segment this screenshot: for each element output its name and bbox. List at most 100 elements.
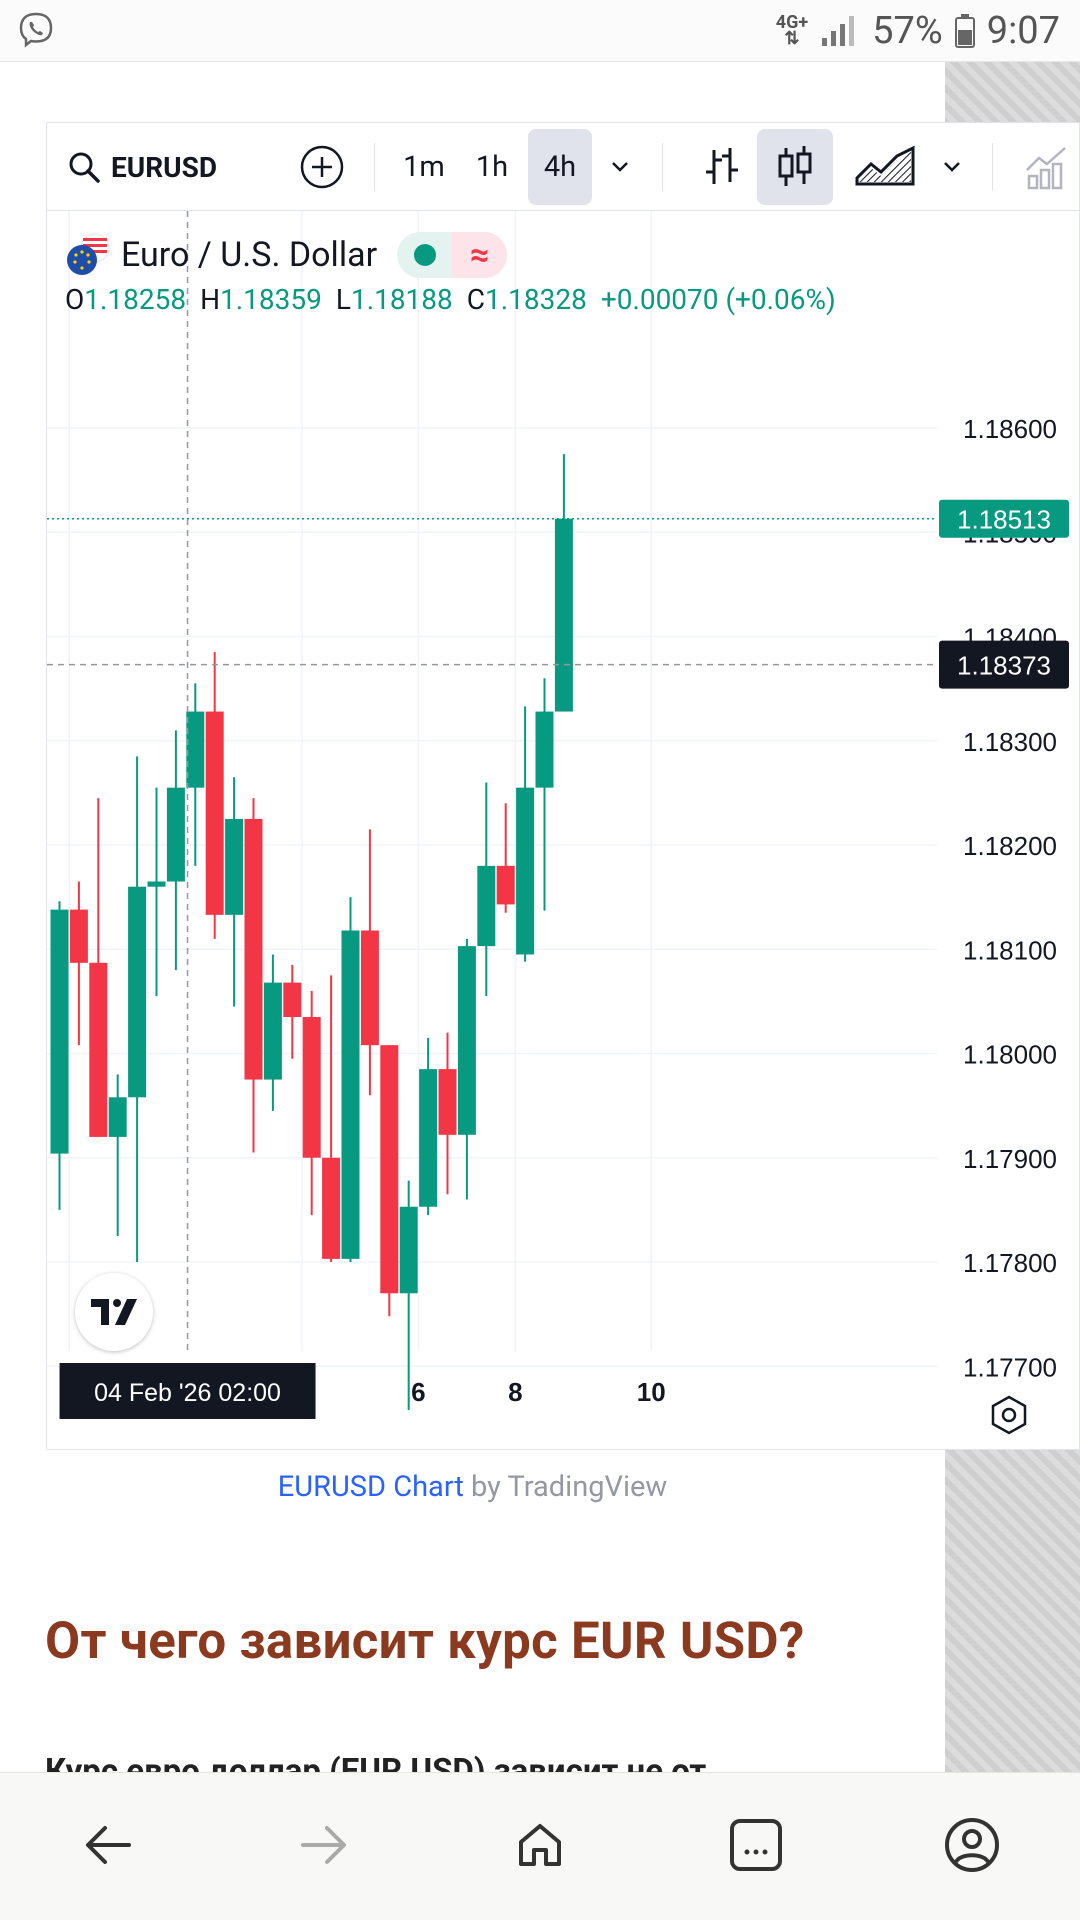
ohlc-values: O1.18258 H1.18359 L1.18188 C1.18328 +0.0… xyxy=(65,283,836,316)
candle-body xyxy=(147,881,166,887)
ohlc-bars-icon xyxy=(706,148,738,184)
symbol-search[interactable]: EURUSD xyxy=(67,123,257,211)
home-icon xyxy=(519,1824,561,1866)
y-axis-tick-label: 1.18100 xyxy=(963,935,1057,965)
article-paragraph: Курс евро доллар (EUR USD) зависит не от xyxy=(45,1752,707,1774)
bar-chart-type-button[interactable] xyxy=(684,123,760,211)
tradingview-logo-button[interactable] xyxy=(75,1273,153,1351)
interval-1h[interactable]: 1h xyxy=(475,150,509,184)
y-axis-tick-label: 1.18000 xyxy=(963,1040,1057,1070)
x-axis-tick-label: 10 xyxy=(637,1377,666,1407)
candle-body xyxy=(263,982,282,1080)
candle-body xyxy=(244,818,263,1080)
caption-suffix: by TradingView xyxy=(463,1470,668,1504)
arrow-left-icon xyxy=(86,1826,131,1864)
candle-body xyxy=(380,1045,399,1294)
candle-body xyxy=(225,818,244,915)
candle-body xyxy=(438,1069,457,1135)
interval-dropdown[interactable] xyxy=(595,123,645,211)
candle-body xyxy=(302,1017,321,1158)
chart-type-dropdown[interactable] xyxy=(927,123,977,211)
article-heading: От чего зависит курс EUR USD? xyxy=(45,1612,805,1671)
chart-link[interactable]: EURUSD Chart xyxy=(277,1470,464,1504)
indicators-button[interactable] xyxy=(1017,123,1077,211)
candle-body xyxy=(108,1097,127,1137)
candle-body xyxy=(477,865,496,947)
account-icon xyxy=(945,1818,999,1872)
ohlc-close: C1.18328 xyxy=(466,283,587,316)
browser-bottom-nav xyxy=(0,1772,1080,1920)
candle-body xyxy=(360,930,379,1046)
candle-body xyxy=(50,909,69,1154)
search-icon xyxy=(69,152,100,183)
crosshair-time-badge xyxy=(59,1363,316,1419)
ohlc-high: H1.18359 xyxy=(200,283,322,316)
status-bar: 4G+ ⇅ 57% 9:07 xyxy=(0,0,1080,62)
candle-body xyxy=(283,982,302,1018)
symbol-label: EURUSD xyxy=(111,150,218,184)
chart-toolbar: EURUSD 1m 1h 4h xyxy=(47,123,1079,211)
signal-icon xyxy=(822,16,855,46)
crosshair-price-badge xyxy=(939,640,1069,689)
interval-4h[interactable]: 4h xyxy=(528,129,592,205)
tradingview-widget[interactable]: EURUSD 1m 1h 4h xyxy=(46,122,1080,1450)
last-price-badge xyxy=(939,499,1069,538)
account-button[interactable] xyxy=(932,1805,1012,1885)
area-chart-icon xyxy=(855,145,915,186)
candle-body xyxy=(341,930,360,1259)
toolbar-separator xyxy=(662,143,663,191)
home-button[interactable] xyxy=(500,1805,580,1885)
indicators-icon xyxy=(1026,147,1066,190)
approx-data-icon: ≈ xyxy=(452,232,508,278)
candle-body xyxy=(69,909,88,963)
candle-body xyxy=(554,518,573,712)
interval-1m[interactable]: 1m xyxy=(403,150,445,184)
battery-icon xyxy=(954,14,975,48)
market-open-indicator xyxy=(397,232,452,278)
tabs-button[interactable] xyxy=(716,1805,796,1885)
candle-body xyxy=(322,1157,341,1259)
candles-chart-type-button[interactable] xyxy=(757,129,833,205)
candle-body xyxy=(516,787,535,955)
clock: 9:07 xyxy=(986,9,1060,53)
forward-button[interactable] xyxy=(284,1805,364,1885)
tabs-icon xyxy=(730,1819,782,1871)
candles-icon xyxy=(778,146,812,186)
compare-add-button[interactable] xyxy=(297,123,347,211)
market-status-pill[interactable]: ≈ xyxy=(397,232,508,278)
y-axis-tick-label: 1.17900 xyxy=(963,1144,1057,1174)
candle-body xyxy=(205,711,224,915)
candle-body xyxy=(457,946,476,1135)
x-axis-tick-label: 8 xyxy=(508,1377,522,1407)
candle-body xyxy=(128,886,147,1098)
battery-percent: 57% xyxy=(872,9,943,53)
candle-body xyxy=(399,1206,418,1294)
toolbar-separator xyxy=(374,143,375,191)
chart-settings-icon[interactable] xyxy=(987,1393,1031,1437)
ohlc-low: L1.18188 xyxy=(335,283,453,316)
back-button[interactable] xyxy=(68,1805,148,1885)
candle-body xyxy=(535,711,554,788)
crosshair-price-label: 1.18373 xyxy=(957,651,1051,681)
candle-body xyxy=(166,787,185,882)
candle-body xyxy=(496,865,515,905)
eur-usd-flag-icon xyxy=(65,232,111,278)
status-indicators: 4G+ ⇅ 57% 9:07 xyxy=(776,8,1060,54)
plus-circle-icon xyxy=(300,145,344,189)
last-price-label: 1.18513 xyxy=(957,505,1051,535)
viber-icon xyxy=(19,12,53,48)
symbol-legend: Euro / U.S. Dollar ≈ xyxy=(65,231,508,279)
candle-body xyxy=(89,962,108,1137)
network-type: 4G+ ⇅ xyxy=(775,12,809,49)
chevron-down-icon xyxy=(612,162,628,172)
ohlc-open: O1.18258 xyxy=(65,283,187,316)
y-axis-tick-label: 1.18200 xyxy=(963,831,1057,861)
crosshair-time-label: 04 Feb '26 02:00 xyxy=(94,1379,281,1407)
toolbar-separator xyxy=(992,143,993,191)
area-chart-type-button[interactable] xyxy=(847,123,923,211)
x-axis-tick-label: 6 xyxy=(411,1377,425,1407)
y-axis-tick-label: 1.18300 xyxy=(963,727,1057,757)
candle-body xyxy=(186,711,205,788)
candlestick-chart[interactable]: 1.186001.185001.184001.183001.182001.181… xyxy=(47,211,1080,1451)
symbol-title: Euro / U.S. Dollar xyxy=(121,235,378,275)
